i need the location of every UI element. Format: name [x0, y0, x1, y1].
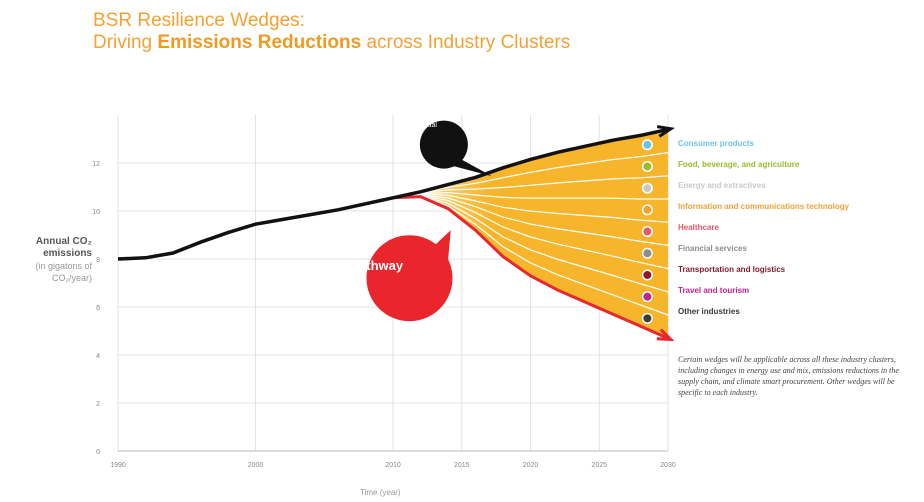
title-line-2: Driving Emissions Reductions across Indu…	[93, 32, 570, 54]
title-line-2-pre: Driving	[93, 32, 158, 53]
legend-label: Healthcare	[678, 223, 719, 232]
y-axis-label: Annual CO₂ emissions (in gigatons of CO₂…	[8, 236, 92, 284]
y-axis-label-sub: (in gigatons of CO₂/year)	[35, 261, 92, 283]
y-tick-label: 12	[92, 161, 100, 168]
legend-label: Food, beverage, and agriculture	[678, 160, 800, 169]
x-tick-label: 2000	[248, 462, 264, 469]
x-tick-label: 2020	[523, 462, 539, 469]
title-line-2-post: across Industry Clusters	[361, 32, 571, 53]
x-tick-label: 2010	[385, 462, 401, 469]
wedge-dot	[643, 162, 652, 171]
wedge-divider	[392, 194, 669, 293]
title-line-2-bold: Emissions Reductions	[157, 32, 362, 53]
y-tick-label: 4	[96, 353, 100, 360]
y-tick-label: 0	[96, 449, 100, 456]
wedge-divider	[392, 152, 669, 199]
bau-arrowhead	[656, 125, 676, 138]
x-tick-label: 1990	[110, 462, 126, 469]
y-tick-label: 10	[92, 209, 100, 216]
chart-title: BSR Resilience Wedges: Driving Emissions…	[93, 10, 570, 54]
title-line-1: BSR Resilience Wedges:	[93, 10, 305, 31]
wedge-dot	[643, 270, 652, 279]
legend-label: Transportation and logistics	[678, 265, 786, 274]
pathway-bubble	[366, 235, 453, 322]
wedge-divider	[392, 193, 669, 246]
pathway-bubble-label: 2°C Pathway	[324, 258, 404, 273]
pathway-line	[392, 195, 669, 340]
y-tick-label: 6	[96, 305, 100, 312]
wedge-divider	[392, 175, 669, 199]
wedge-dot	[643, 184, 652, 193]
bau-line	[117, 127, 669, 261]
legend-label: Travel and tourism	[678, 286, 749, 295]
legend-label: Financial services	[678, 244, 747, 253]
bau-bubble	[419, 120, 468, 169]
legend-label: Information and communications technolog…	[678, 202, 850, 211]
bau-bubble-label: Business as Usual	[409, 113, 447, 129]
wedge-dot	[643, 249, 652, 258]
y-tick-label: 2	[96, 401, 100, 408]
x-tick-label: 2025	[591, 462, 607, 469]
x-tick-label: 2015	[454, 462, 470, 469]
legend-label: Consumer products	[678, 139, 755, 148]
wedge-divider	[392, 194, 669, 270]
wedge-dot	[643, 205, 652, 214]
y-axis-label-main: Annual CO₂ emissions	[35, 236, 92, 259]
x-axis-label: Time (year)	[360, 488, 401, 497]
x-tick-label: 2030	[660, 462, 676, 469]
pathway-arrowhead	[656, 328, 675, 342]
wedge-dot	[643, 314, 652, 323]
wedge-divider	[392, 195, 669, 316]
y-tick-label: 8	[96, 257, 100, 264]
wedge-divider	[392, 191, 668, 200]
wedge-dot	[643, 292, 652, 301]
wedge-divider	[392, 193, 669, 223]
wedge-dot	[643, 227, 652, 236]
footnote: Certain wedges will be applicable across…	[678, 355, 899, 397]
legend-label: Other industries	[678, 307, 740, 316]
wedge-dot	[643, 140, 652, 149]
legend-label: Energy and extractives	[678, 181, 766, 190]
